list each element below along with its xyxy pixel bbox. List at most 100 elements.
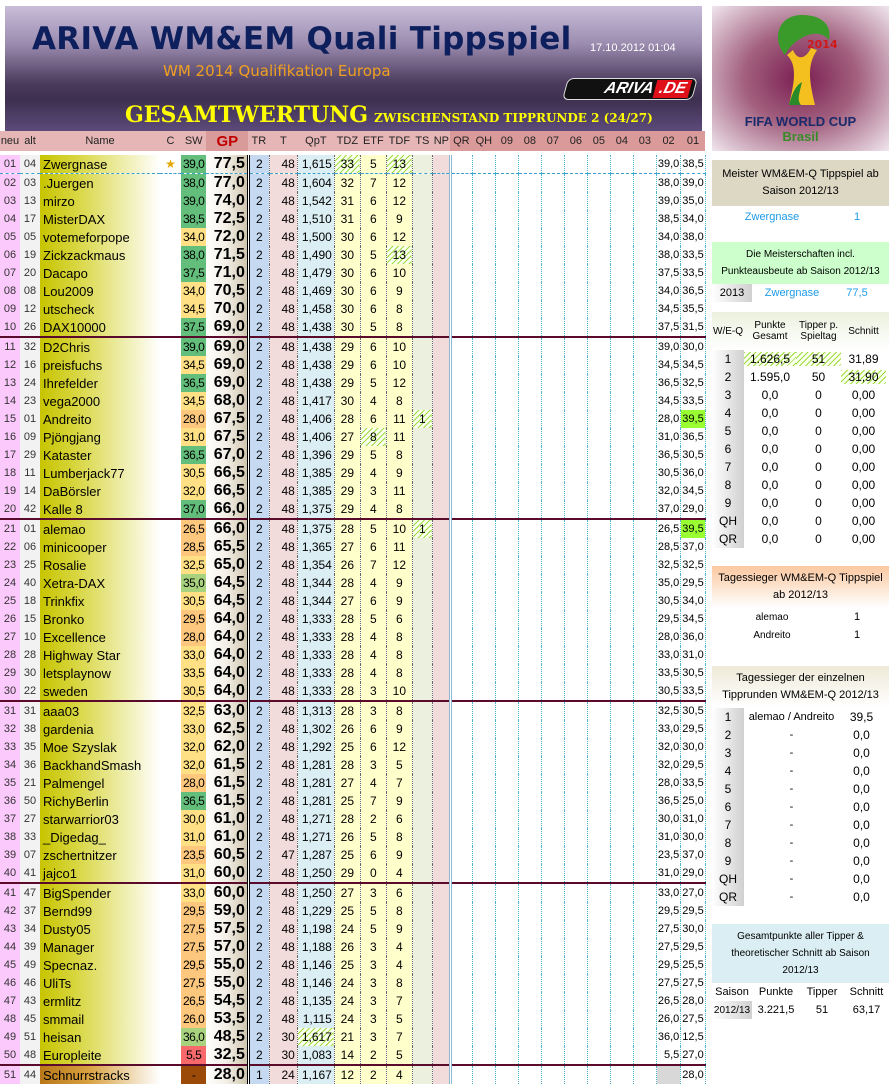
cell-name[interactable]: Trinkfix xyxy=(40,592,160,610)
cell-name[interactable]: smmail xyxy=(40,1010,160,1028)
cell-name[interactable]: RichyBerlin xyxy=(40,792,160,810)
cell-sw: 34,0 xyxy=(181,228,207,246)
cell-np xyxy=(432,846,452,864)
cell-name[interactable]: Highway Star xyxy=(40,646,160,664)
cell-name[interactable]: _Digedag_ xyxy=(40,828,160,846)
cell-r07 xyxy=(541,374,565,392)
cell-name[interactable]: letsplaynow xyxy=(40,664,160,682)
column-header-qpt[interactable]: QpT xyxy=(297,131,335,151)
cell-alt: 19 xyxy=(20,246,40,264)
cell-name[interactable]: Rosalie xyxy=(40,556,160,574)
cell-name[interactable]: votemeforpope xyxy=(40,228,160,246)
column-header-tdz[interactable]: TDZ xyxy=(334,131,361,151)
cell-name[interactable]: Specnaz. xyxy=(40,956,160,974)
rounds-row: 5 0,0 0 0,00 xyxy=(712,422,889,440)
cell-name[interactable]: Pjöngjang xyxy=(40,428,160,446)
cell-name[interactable]: Bernd99 xyxy=(40,902,160,920)
column-header-np[interactable]: NP xyxy=(432,131,451,151)
cell-np xyxy=(432,1028,452,1046)
cell-name[interactable]: aaa03 xyxy=(40,700,160,720)
cell-name[interactable]: ermlitz xyxy=(40,992,160,1010)
cell-name[interactable]: sweden xyxy=(40,682,160,701)
cell-name[interactable]: jajco1 xyxy=(40,864,160,883)
cell-name[interactable]: .Juergen xyxy=(40,173,160,192)
cell-name[interactable]: Manager xyxy=(40,938,160,956)
sidebar: 2014 FIFA WORLD CUP Brasil Meister WM&EM… xyxy=(712,6,889,1019)
column-header-neu[interactable]: neu xyxy=(0,131,20,151)
column-header-01[interactable]: 01 xyxy=(680,131,706,151)
column-header-etf[interactable]: ETF xyxy=(360,131,387,151)
cell-name[interactable]: Bronko xyxy=(40,610,160,628)
column-header-sw[interactable]: SW xyxy=(181,131,207,151)
cell-name[interactable]: starwarrior03 xyxy=(40,810,160,828)
cell-name[interactable]: Zickzackmaus xyxy=(40,246,160,264)
tagessieger-name[interactable]: alemao xyxy=(755,611,789,623)
cell-name[interactable]: vega2000 xyxy=(40,392,160,410)
cell-name[interactable]: MisterDAX xyxy=(40,210,160,228)
meisterschaften-name[interactable]: Zwergnase xyxy=(764,287,820,299)
cell-name[interactable]: Zwergnase xyxy=(40,155,160,174)
cell-name[interactable]: Kalle 8 xyxy=(40,500,160,519)
cell-name[interactable]: Lumberjack77 xyxy=(40,464,160,482)
column-header-alt[interactable]: alt xyxy=(20,131,40,151)
round-points: 1.595,0 xyxy=(749,370,791,384)
cell-name[interactable]: BackhandSmash xyxy=(40,756,160,774)
column-header-08[interactable]: 08 xyxy=(518,131,542,151)
cell-name[interactable]: zschertnitzer xyxy=(40,846,160,864)
cell-r06 xyxy=(564,228,588,246)
cell-t: 48 xyxy=(269,356,298,374)
cell-name[interactable]: DAX10000 xyxy=(40,318,160,337)
cell-r06 xyxy=(564,920,588,938)
cell-name[interactable]: Schnurrstracks xyxy=(40,1064,160,1084)
cell-name[interactable]: minicooper xyxy=(40,538,160,556)
column-header-gp[interactable]: GP xyxy=(206,131,249,151)
cell-name[interactable]: D2Chris xyxy=(40,336,160,356)
column-header-05[interactable]: 05 xyxy=(587,131,611,151)
cell-name[interactable]: Dacapo xyxy=(40,264,160,282)
column-header-07[interactable]: 07 xyxy=(541,131,565,151)
cell-name[interactable]: Xetra-DAX xyxy=(40,574,160,592)
column-header-qr[interactable]: QR xyxy=(450,131,473,151)
ariva-logo[interactable]: ARIVA .DE xyxy=(562,78,698,100)
column-header-ts[interactable]: TS xyxy=(412,131,433,151)
cell-c xyxy=(160,610,181,628)
column-header-03[interactable]: 03 xyxy=(633,131,657,151)
cell-qr xyxy=(450,664,473,682)
cell-name[interactable]: Europleite xyxy=(40,1046,160,1065)
cell-name[interactable]: Kataster xyxy=(40,446,160,464)
cell-name[interactable]: preisfuchs xyxy=(40,356,160,374)
cell-name[interactable]: Lou2009 xyxy=(40,282,160,300)
cell-name[interactable]: Dusty05 xyxy=(40,920,160,938)
cell-neu: 39 xyxy=(0,846,20,864)
column-header-09[interactable]: 09 xyxy=(495,131,519,151)
column-header-name[interactable]: Name xyxy=(40,131,160,151)
column-header-c[interactable]: C xyxy=(160,131,181,151)
cell-name[interactable]: alemao xyxy=(40,518,160,538)
column-header-tr[interactable]: TR xyxy=(248,131,270,151)
column-header-02[interactable]: 02 xyxy=(656,131,681,151)
cell-name[interactable]: BigSpender xyxy=(40,882,160,902)
cell-r04 xyxy=(610,682,634,701)
cell-name[interactable]: heisan xyxy=(40,1028,160,1046)
cell-name[interactable]: Excellence xyxy=(40,628,160,646)
column-header-04[interactable]: 04 xyxy=(610,131,634,151)
cell-name[interactable]: Ihrefelder xyxy=(40,374,160,392)
cell-c xyxy=(160,282,181,300)
column-header-06[interactable]: 06 xyxy=(564,131,588,151)
cell-name[interactable]: utscheck xyxy=(40,300,160,318)
cell-name[interactable]: Palmengel xyxy=(40,774,160,792)
cell-name[interactable]: UliTs xyxy=(40,974,160,992)
cell-name[interactable]: Andreito xyxy=(40,410,160,428)
meister-name[interactable]: Zwergnase xyxy=(744,211,800,223)
column-header-qh[interactable]: QH xyxy=(472,131,496,151)
cell-name[interactable]: gardenia xyxy=(40,720,160,738)
cell-name[interactable]: mirzo xyxy=(40,192,160,210)
column-header-t[interactable]: T xyxy=(269,131,298,151)
cell-name[interactable]: DaBörsler xyxy=(40,482,160,500)
column-header-tdf[interactable]: TDF xyxy=(386,131,413,151)
round-avg: 31,90 xyxy=(841,370,886,384)
tagessieger-name[interactable]: Andreito xyxy=(753,629,791,641)
cell-name[interactable]: Moe Szyslak xyxy=(40,738,160,756)
round-points: 0,0 xyxy=(761,442,779,456)
cell-neu: 47 xyxy=(0,992,20,1010)
